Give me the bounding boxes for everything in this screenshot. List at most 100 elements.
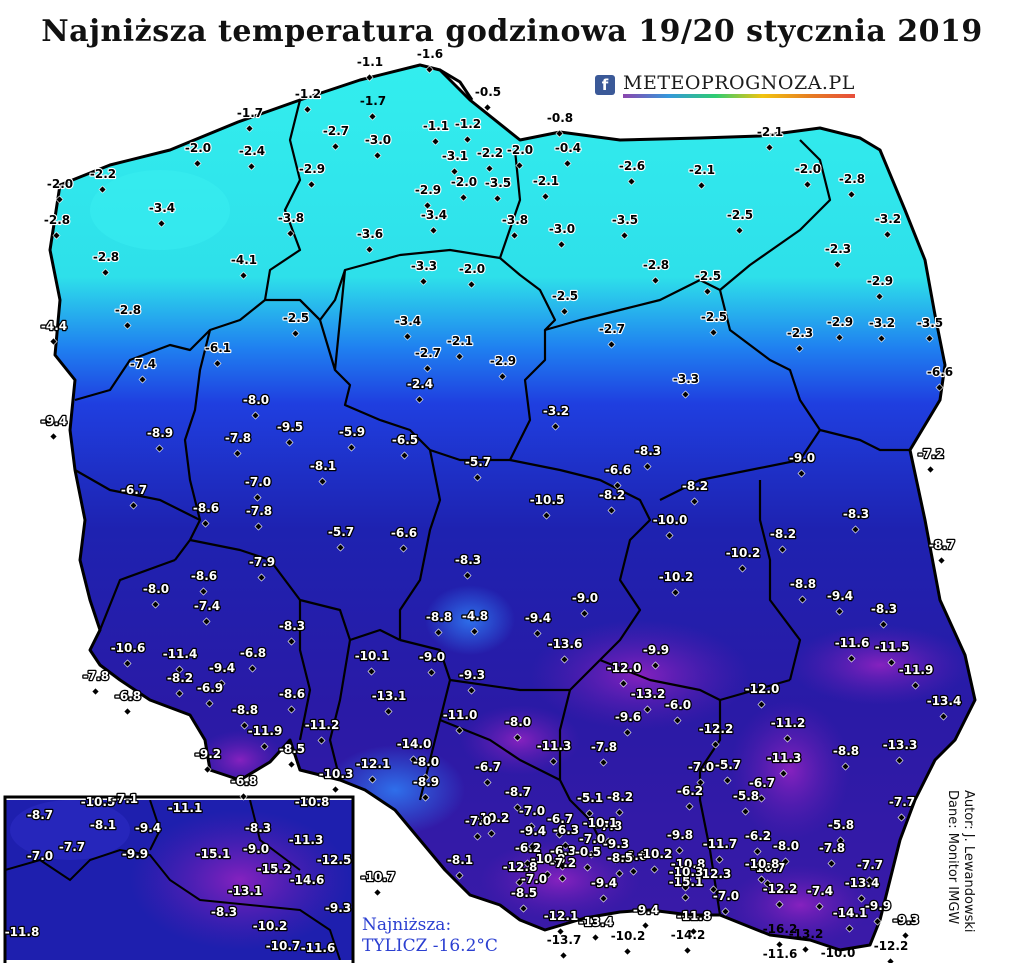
station-marker: [403, 332, 412, 341]
station-temperature-label: -6.5: [392, 433, 418, 447]
station-temperature-label: -6.6: [391, 526, 417, 540]
station-marker: [841, 762, 850, 771]
station-temperature-label: -2.2: [477, 146, 503, 160]
station-marker: [795, 344, 804, 353]
station-marker: [473, 832, 482, 841]
station-temperature-label: -6.7: [749, 776, 775, 790]
station-marker: [429, 226, 438, 235]
station-temperature-label: -10.7: [361, 870, 396, 884]
station-marker: [607, 506, 616, 515]
station-marker: [527, 822, 536, 831]
station-temperature-label: -7.2: [550, 856, 576, 870]
station-marker: [373, 151, 382, 160]
station-marker: [901, 931, 910, 940]
station-temperature-label: -2.5: [695, 269, 721, 283]
station-temperature-label: -6.1: [205, 341, 231, 355]
station-temperature-label: -14.0: [397, 737, 432, 751]
brand-logo[interactable]: METEOPROGNOZA.PL: [623, 72, 855, 98]
station-marker: [875, 292, 884, 301]
station-temperature-label: -13.4: [845, 876, 880, 890]
station-marker: [599, 894, 608, 903]
station-temperature-label: -3.5: [917, 316, 943, 330]
station-marker: [835, 333, 844, 342]
station-marker: [925, 334, 934, 343]
station-temperature-label: -2.9: [827, 315, 853, 329]
station-marker: [318, 477, 327, 486]
station-marker: [287, 637, 296, 646]
lowest-temperature: Najniższa: TYLICZ -16.2°C: [362, 915, 498, 957]
station-temperature-label: -9.9: [865, 899, 891, 913]
inset-temperature-label: -11.8: [5, 925, 40, 939]
station-temperature-label: -9.0: [419, 650, 445, 664]
station-temperature-label: -2.8: [93, 250, 119, 264]
station-temperature-label: -2.5: [283, 311, 309, 325]
station-temperature-label: -12.2: [763, 882, 798, 896]
station-temperature-label: -11.0: [443, 708, 478, 722]
station-marker: [543, 870, 552, 879]
station-marker: [709, 328, 718, 337]
station-temperature-label: -7.0: [465, 814, 491, 828]
station-temperature-label: -7.0: [713, 889, 739, 903]
station-temperature-label: -7.8: [83, 669, 109, 683]
station-marker: [580, 609, 589, 618]
station-temperature-label: -9.3: [893, 913, 919, 927]
station-temperature-label: -7.0: [519, 804, 545, 818]
station-temperature-label: -7.0: [688, 760, 714, 774]
station-temperature-label: -8.0: [773, 839, 799, 853]
inset-map: [5, 800, 353, 960]
station-marker: [157, 219, 166, 228]
station-marker: [599, 758, 608, 767]
station-temperature-label: -8.0: [243, 393, 269, 407]
station-temperature-label: -8.8: [426, 610, 452, 624]
station-marker: [865, 876, 874, 885]
station-marker: [827, 859, 836, 868]
station-marker: [623, 728, 632, 737]
facebook-icon[interactable]: f: [595, 75, 615, 95]
station-marker: [49, 432, 58, 441]
station-temperature-label: -5.7: [465, 455, 491, 469]
inset-labels: -8.7-10.5-7.1-11.1 -10.8-8.1 -9.4 -8.3-7.0-…: [3, 791, 352, 957]
station-marker: [549, 757, 558, 766]
station-temperature-label: -2.5: [701, 310, 727, 324]
inset-temperature-label: -9.4: [135, 821, 161, 835]
station-marker: [450, 167, 459, 176]
station-marker: [835, 607, 844, 616]
brand[interactable]: f METEOPROGNOZA.PL: [595, 72, 855, 98]
station-marker: [467, 686, 476, 695]
station-marker: [52, 231, 61, 240]
station-temperature-label: -10.0: [821, 946, 856, 960]
station-temperature-label: -8.2: [599, 488, 625, 502]
station-temperature-label: -14.2: [671, 928, 706, 942]
station-marker: [886, 957, 895, 963]
station-temperature-label: -11.3: [537, 739, 572, 753]
station-temperature-label: -7.9: [249, 555, 275, 569]
station-temperature-label: -5.8: [828, 818, 854, 832]
inset-temperature-label: -11.6: [301, 941, 336, 955]
station-marker: [541, 192, 550, 201]
inset-temperature-label: -15.2: [257, 862, 292, 876]
station-marker: [55, 195, 64, 204]
station-marker: [673, 716, 682, 725]
station-temperature-label: -2.1: [689, 163, 715, 177]
station-temperature-label: -7.8: [246, 504, 272, 518]
station-marker: [926, 465, 935, 474]
station-marker: [470, 627, 479, 636]
station-marker: [611, 855, 620, 864]
station-marker: [650, 865, 659, 874]
station-temperature-label: -7.8: [225, 431, 251, 445]
station-temperature-label: -8.1: [447, 853, 473, 867]
station-marker: [690, 497, 699, 506]
station-temperature-label: -12.2: [699, 722, 734, 736]
station-temperature-label: -6.3: [550, 844, 576, 858]
station-marker: [523, 859, 532, 868]
station-temperature-label: -11.4: [163, 647, 198, 661]
station-marker: [251, 411, 260, 420]
station-marker: [202, 617, 211, 626]
station-marker: [455, 352, 464, 361]
station-temperature-label: -3.4: [149, 201, 175, 215]
station-temperature-label: -12.8: [503, 860, 538, 874]
station-temperature-label: -11.6: [835, 636, 870, 650]
station-temperature-label: -8.6: [193, 501, 219, 515]
station-temperature-label: -7.7: [889, 795, 915, 809]
station-temperature-label: -4.1: [231, 253, 257, 267]
